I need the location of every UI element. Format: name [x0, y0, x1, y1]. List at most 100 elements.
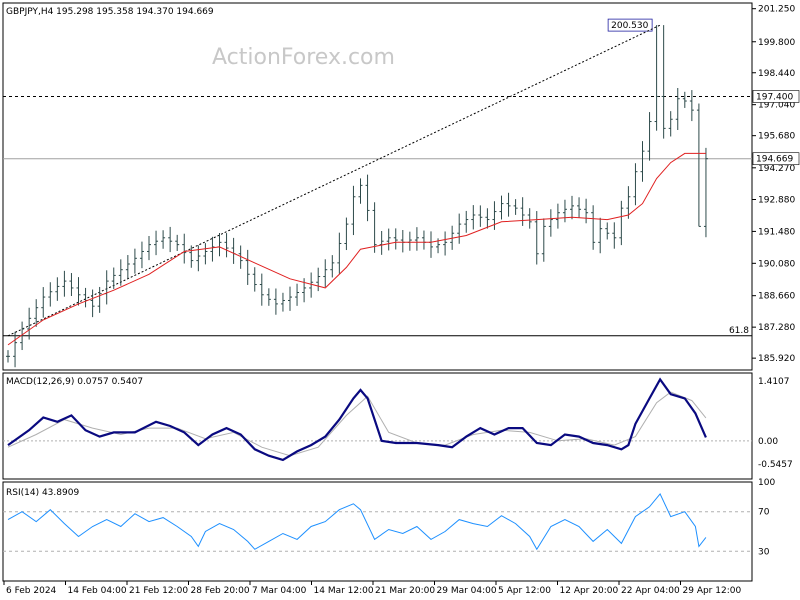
- ohlc-bar: [689, 90, 694, 122]
- ohlc-bar: [252, 267, 257, 292]
- ohlc-bar: [97, 286, 102, 313]
- ohlc-bar: [633, 163, 638, 206]
- high-label: 200.530: [611, 21, 648, 31]
- level-tag: [752, 90, 800, 103]
- current-price-label: 194.669: [756, 155, 793, 165]
- macd-tick-label: 0.00: [758, 437, 778, 447]
- ohlc-bar: [217, 232, 222, 257]
- time-tick-label: 5 Apr 12:00: [498, 586, 551, 596]
- ohlc-bar: [421, 230, 426, 250]
- ohlc-bar: [647, 112, 652, 161]
- ohlc-bar: [69, 273, 74, 296]
- rsi-tick-label: 30: [758, 547, 770, 557]
- ohlc-bar: [6, 350, 10, 363]
- ohlc-bar: [386, 228, 391, 251]
- ohlc-bar: [506, 192, 511, 217]
- ohlc-bar: [83, 287, 88, 308]
- ohlc-bar: [189, 245, 194, 268]
- price-tick-label: 197.040: [758, 101, 795, 111]
- moving-average-line: [7, 152, 706, 346]
- price-tick-label: 192.880: [758, 195, 795, 205]
- ohlc-bar: [682, 91, 687, 108]
- price-tick-label: 195.680: [758, 132, 795, 142]
- time-axis: 6 Feb 2024 14 Feb 04:00 21 Feb 12:00 28 Feb…: [3, 581, 741, 596]
- ohlc-bar: [238, 245, 243, 269]
- ohlc-bar: [358, 178, 363, 204]
- time-tick-label: 7 Mar 04:00: [252, 586, 307, 596]
- ohlc-bar: [379, 231, 384, 255]
- ohlc-bar: [429, 231, 433, 258]
- ohlc-bar: [203, 243, 208, 265]
- rsi-tick-label: 70: [758, 508, 770, 518]
- price-bars: [6, 25, 708, 368]
- ohlc-bar: [224, 233, 229, 258]
- time-tick-label: 14 Feb 04:00: [68, 586, 127, 596]
- ohlc-bar: [485, 208, 490, 229]
- ohlc-bar: [175, 234, 180, 251]
- ohlc-bar: [654, 25, 659, 131]
- rsi-tick-label: 100: [758, 478, 775, 488]
- price-tick-label: 191.480: [758, 227, 795, 237]
- ohlc-bar: [499, 195, 504, 220]
- ohlc-bar: [400, 230, 405, 253]
- time-tick-label: 21 Mar 20:00: [375, 586, 435, 596]
- panel-frame-2: [2, 372, 753, 480]
- ohlc-bar: [570, 195, 574, 220]
- ohlc-bar: [154, 230, 159, 256]
- rsi-line: [7, 492, 707, 551]
- ohlc-bar: [478, 205, 483, 227]
- rsi-panel: 100 70 30: [3, 478, 775, 557]
- price-tick-label: 199.800: [758, 38, 795, 48]
- time-tick-label: 21 Feb 12:00: [129, 586, 188, 596]
- ohlc-bar: [41, 287, 46, 318]
- time-tick-label: 22 Apr 04:00: [621, 586, 680, 596]
- rsi-label: RSI(14) 43.8909: [6, 488, 79, 498]
- ohlc-bar: [323, 259, 328, 287]
- ohlc-bar: [147, 235, 151, 261]
- ohlc-bar: [527, 208, 532, 229]
- ohlc-bar: [555, 203, 560, 229]
- ohlc-bar: [76, 277, 81, 306]
- price-tick-label: 194.270: [758, 164, 795, 174]
- ohlc-bar: [492, 201, 497, 230]
- panel-frame-3: [2, 481, 753, 582]
- ohlc-bar: [161, 230, 166, 249]
- ohlc-bar: [591, 205, 596, 250]
- price-axis: 201.250 199.800 198.440 197.040 195.680 194.2…: [752, 5, 795, 364]
- ohlc-bar: [330, 255, 335, 278]
- ohlc-bar: [584, 198, 589, 224]
- ohlc-bar: [548, 209, 553, 237]
- ohlc-bar: [612, 222, 617, 249]
- ohlc-bar: [90, 289, 95, 318]
- ohlc-bar: [661, 25, 666, 139]
- macd-tick-label: 1.4107: [758, 377, 790, 387]
- ohlc-bar: [27, 307, 32, 340]
- ohlc-bar: [316, 267, 321, 292]
- time-tick-label: 6 Feb 2024: [6, 586, 57, 596]
- ohlc-bar: [295, 283, 300, 306]
- ohlc-bar: [13, 331, 18, 368]
- high-tag: [607, 18, 653, 32]
- ohlc-bar: [344, 217, 349, 251]
- macd-panel: 1.4107 0.00 -0.5457: [3, 377, 793, 470]
- panel-frame-1: [2, 2, 753, 371]
- ohlc-bar: [48, 282, 53, 307]
- price-tick-label: 185.920: [758, 354, 795, 364]
- ohlc-bar: [562, 199, 567, 223]
- ohlc-bar: [365, 174, 370, 222]
- price-tick-label: 187.280: [758, 323, 795, 333]
- macd-signal-line: [7, 391, 707, 457]
- price-tick-label: 201.250: [758, 5, 795, 15]
- ohlc-bar: [118, 259, 123, 286]
- ohlc-bar: [139, 241, 144, 269]
- price-tick-label: 188.660: [758, 292, 795, 302]
- ohlc-bar: [464, 210, 469, 233]
- ohlc-bar: [273, 288, 278, 315]
- ohlc-bar: [182, 233, 187, 264]
- ohlc-bar: [668, 111, 673, 137]
- ohlc-bar: [541, 218, 546, 262]
- ohlc-bar: [266, 288, 271, 306]
- time-tick-label: 29 Mar 04:00: [437, 586, 497, 596]
- ohlc-bar: [62, 270, 67, 297]
- time-tick-label: 28 Feb 20:00: [191, 586, 250, 596]
